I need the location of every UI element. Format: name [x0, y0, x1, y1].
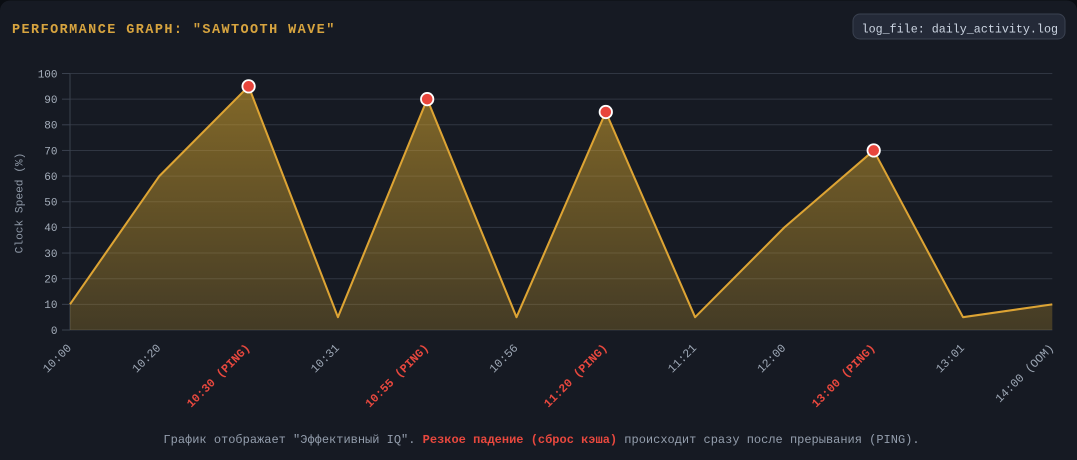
svg-text:40: 40	[44, 223, 57, 235]
svg-text:50: 50	[44, 198, 57, 210]
svg-text:PERFORMANCE GRAPH: "SAWTOOTH W: PERFORMANCE GRAPH: "SAWTOOTH WAVE"	[12, 23, 336, 38]
svg-text:20: 20	[44, 275, 57, 287]
svg-text:60: 60	[44, 172, 57, 184]
svg-text:Clock Speed (%): Clock Speed (%)	[15, 153, 27, 254]
svg-text:100: 100	[38, 69, 58, 81]
svg-text:График отображает "Эффективный: График отображает "Эффективный IQ". Резк…	[163, 432, 919, 447]
svg-text:30: 30	[44, 249, 57, 261]
svg-text:log_file: daily_activity.log: log_file: daily_activity.log	[862, 22, 1058, 36]
svg-text:70: 70	[44, 146, 57, 158]
svg-text:0: 0	[51, 326, 58, 338]
svg-text:80: 80	[44, 121, 57, 133]
svg-text:90: 90	[44, 95, 57, 107]
svg-text:10: 10	[44, 300, 57, 312]
